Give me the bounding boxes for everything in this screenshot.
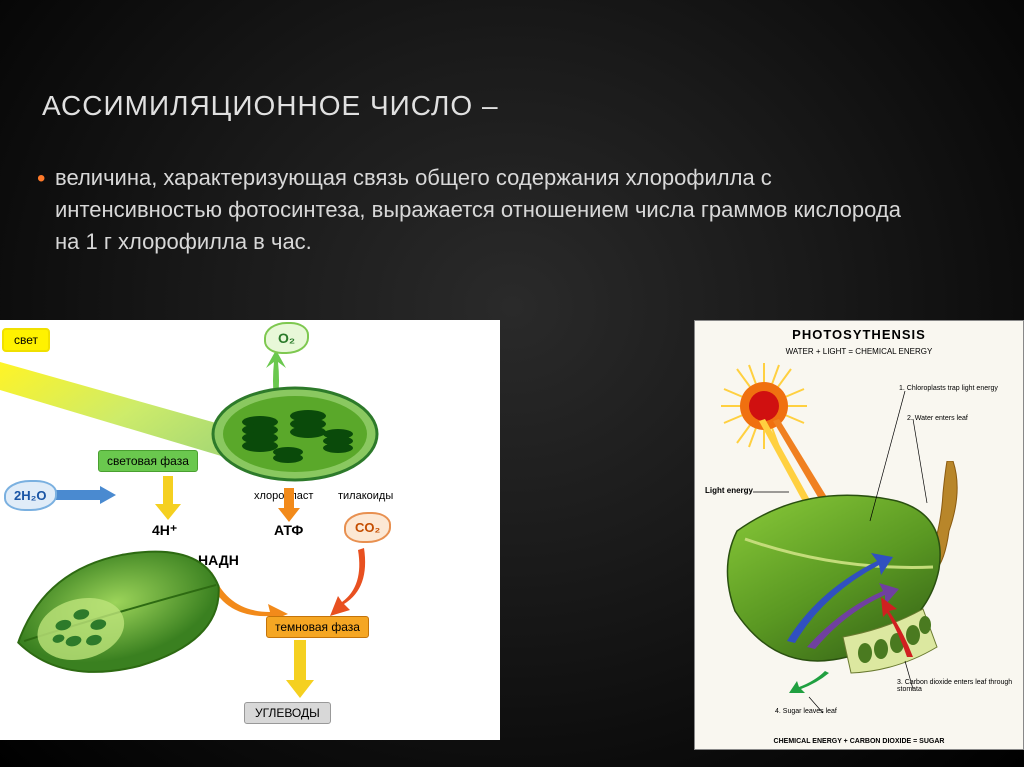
- co2-arrow-icon: [330, 548, 374, 618]
- co2-label: CO₂: [344, 512, 391, 543]
- atp-label: АТФ: [274, 522, 303, 538]
- carbohydrates-arrow-icon: [286, 640, 314, 698]
- caption-1: 1. Chloroplasts trap light energy: [899, 385, 1017, 392]
- chloroplast-icon: [210, 384, 380, 484]
- leaf-icon: [0, 523, 238, 702]
- h2o-label: 2H₂O: [4, 480, 57, 511]
- leaf-cutaway-icon: [717, 461, 997, 701]
- photosynthesis-phases-diagram: свет O₂ хлоропласт тилакоиды световая фа…: [0, 320, 500, 740]
- o2-label: O₂: [264, 322, 309, 354]
- h2o-arrow-icon: [56, 486, 116, 504]
- definition-text: величина, характеризующая связь общего с…: [55, 162, 925, 258]
- right-subtitle: WATER + LIGHT = CHEMICAL ENERGY: [695, 347, 1023, 356]
- light-phase-label: световая фаза: [98, 450, 198, 472]
- caption-2: 2. Water enters leaf: [907, 415, 1017, 422]
- carbohydrates-label: УГЛЕВОДЫ: [244, 702, 331, 724]
- caption-4: 4. Sugar leaves leaf: [775, 708, 837, 715]
- light-label: свет: [2, 328, 50, 352]
- right-title: PHOTOSYTHENSIS: [695, 327, 1023, 342]
- page-title: АССИМИЛЯЦИОННОЕ ЧИСЛО –: [42, 90, 499, 122]
- footer-equation: CHEMICAL ENERGY + CARBON DIOXIDE = SUGAR: [695, 738, 1023, 745]
- caption-3: 3. Carbon dioxide enters leaf through st…: [897, 679, 1017, 693]
- photosynthesis-english-diagram: PHOTOSYTHENSIS WATER + LIGHT = CHEMICAL …: [694, 320, 1024, 750]
- h-arrow-icon: [155, 476, 181, 520]
- dark-phase-label: темновая фаза: [266, 616, 369, 638]
- atp-arrow-icon: [278, 488, 300, 522]
- thylakoids-label: тилакоиды: [338, 490, 393, 502]
